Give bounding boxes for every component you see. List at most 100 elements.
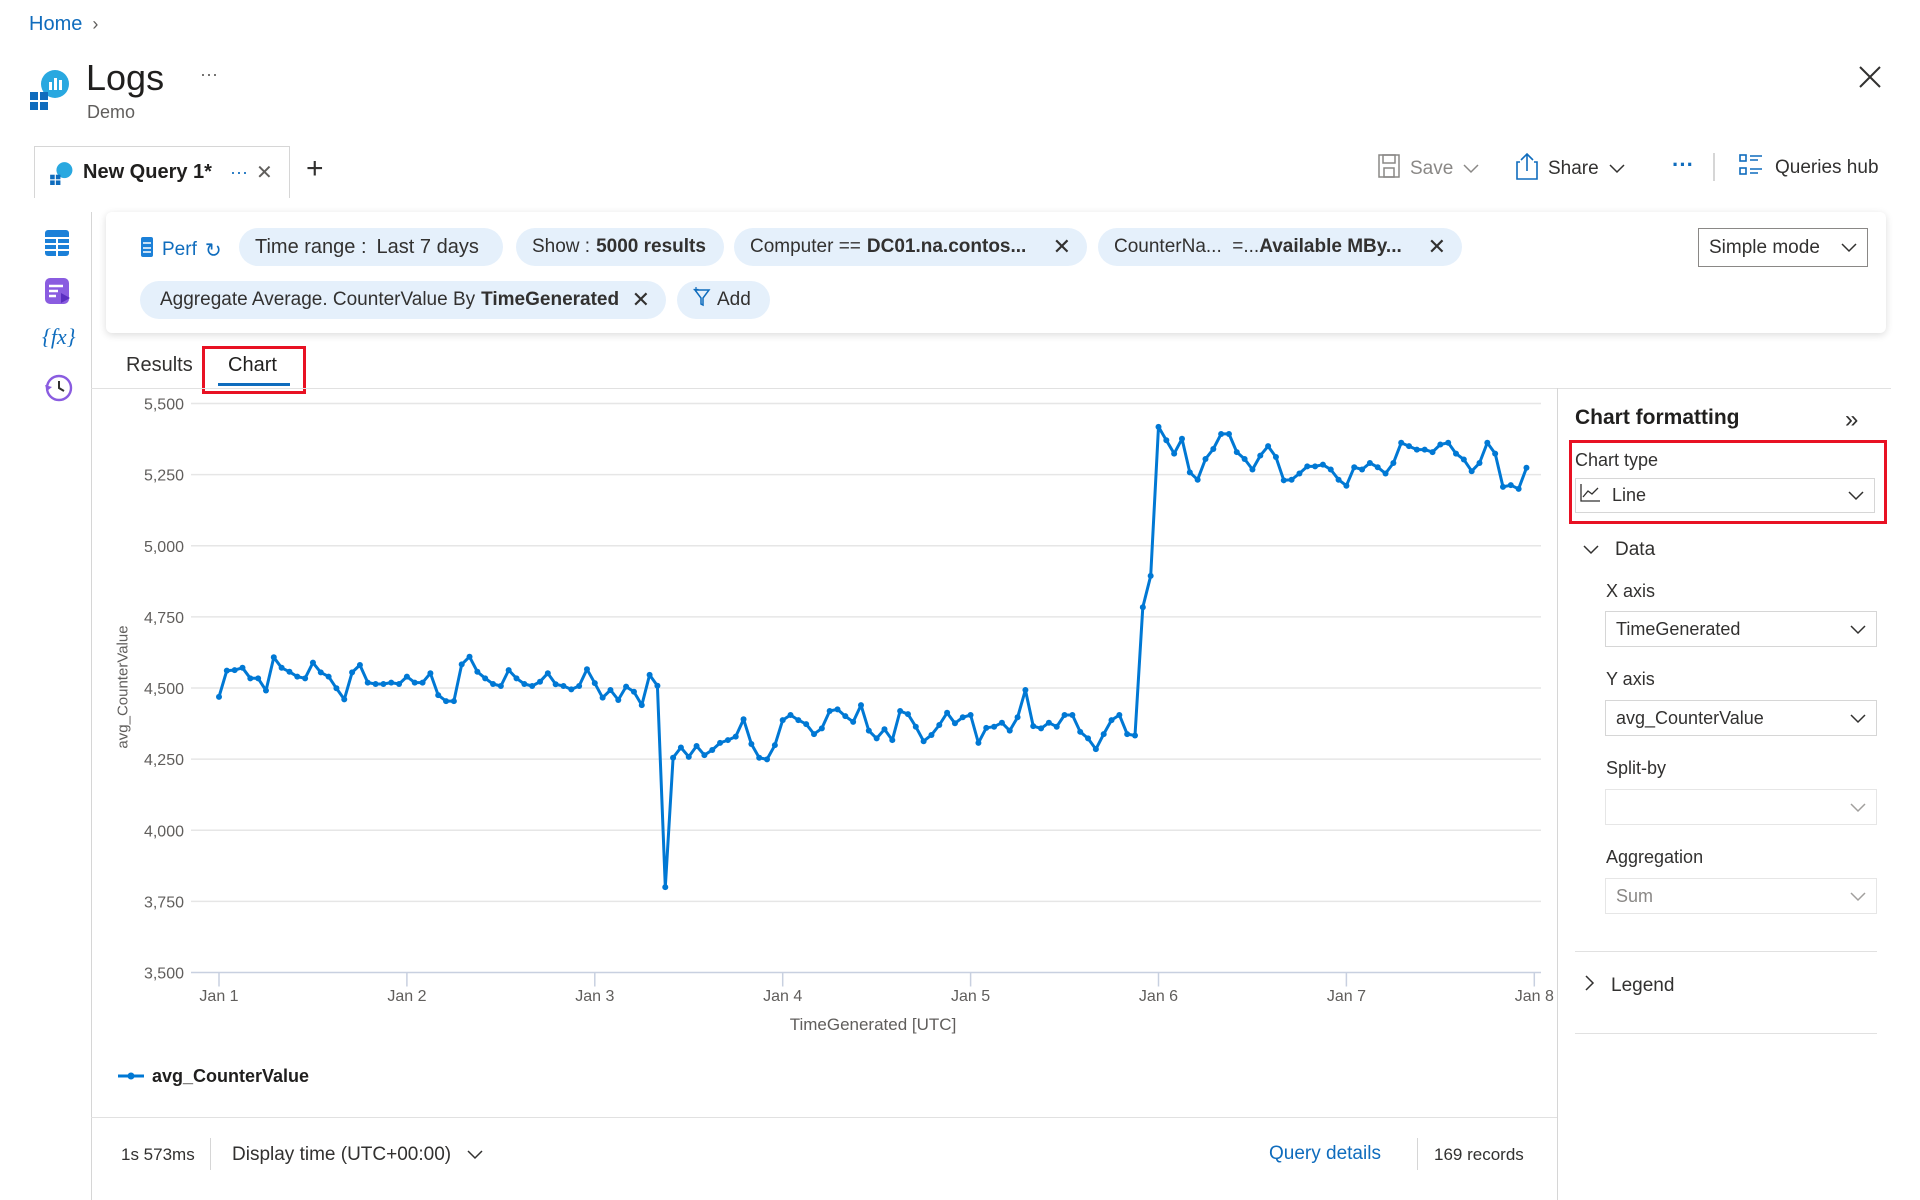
data-point (536, 678, 543, 685)
legend-section-toggle[interactable]: Legend (1585, 975, 1674, 997)
data-point (1335, 476, 1342, 483)
counter-filter-value: Available MBy... (1259, 236, 1402, 257)
remove-counter-filter-icon[interactable]: ✕ (1427, 234, 1446, 259)
close-icon[interactable] (1857, 64, 1883, 90)
panel-divider (1575, 1033, 1877, 1034)
logs-logo-icon (28, 68, 70, 110)
query-tab-icon (49, 161, 73, 185)
aggregate-pill[interactable]: Aggregate Average. CounterValue By TimeG… (140, 281, 666, 319)
data-point (1038, 725, 1045, 732)
data-point (975, 739, 982, 746)
data-point (403, 673, 410, 680)
chart-legend[interactable]: avg_CounterValue (118, 1066, 309, 1087)
toolbar-more-button[interactable]: ··· (1672, 152, 1694, 177)
chart-type-label: Chart type (1575, 450, 1659, 470)
query-tab[interactable]: New Query 1* ··· ✕ (34, 146, 290, 198)
chevron-down-icon (1583, 539, 1599, 561)
time-range-pill[interactable]: Time range : Last 7 days (239, 228, 503, 266)
data-point (591, 680, 598, 687)
remove-aggregate-icon[interactable]: ✕ (631, 287, 650, 312)
data-point (928, 731, 935, 738)
table-selector[interactable]: Perf ↻ (140, 236, 222, 264)
data-point (795, 717, 802, 724)
y-tick-label: 4,500 (144, 681, 184, 698)
data-section-toggle[interactable]: Data (1583, 539, 1655, 561)
data-point (576, 683, 583, 690)
data-point (732, 733, 739, 740)
data-point (317, 669, 324, 676)
tables-icon[interactable] (44, 229, 70, 262)
data-point (717, 739, 724, 746)
refresh-icon[interactable]: ↻ (204, 239, 222, 262)
time-range-value: Last 7 days (376, 235, 479, 258)
page-subtitle: Demo (87, 102, 136, 122)
data-point (270, 654, 277, 661)
add-filter-button[interactable]: Add (677, 281, 770, 319)
data-point (1241, 455, 1248, 462)
header-more-button[interactable]: ··· (200, 64, 218, 84)
show-results-pill[interactable]: Show : 5000 results (516, 228, 724, 266)
tab-results[interactable]: Results (126, 354, 193, 376)
data-point (1053, 723, 1060, 730)
data-point (443, 698, 450, 705)
data-point (1421, 446, 1428, 453)
data-point (865, 727, 872, 734)
history-icon[interactable] (43, 373, 73, 408)
query-tab-more-button[interactable]: ··· (229, 162, 248, 182)
data-point (1288, 476, 1295, 483)
aggregation-dropdown[interactable]: Sum (1605, 878, 1877, 914)
data-point (693, 743, 700, 750)
share-button[interactable]: Share (1516, 152, 1625, 186)
chart-type-value: Line (1612, 485, 1647, 505)
data-point (599, 694, 606, 701)
breadcrumb-home-link[interactable]: Home (29, 13, 83, 35)
remove-computer-filter-icon[interactable]: ✕ (1052, 234, 1071, 259)
data-point (1445, 439, 1452, 446)
data-point (748, 741, 755, 748)
data-point (1147, 572, 1154, 579)
chevron-down-icon (1609, 158, 1625, 180)
split-by-dropdown[interactable] (1605, 789, 1877, 825)
computer-filter-pill[interactable]: Computer == DC01.na.contos... ✕ (734, 228, 1087, 266)
functions-icon[interactable]: {fx} (42, 324, 76, 349)
save-button[interactable]: Save (1378, 154, 1479, 184)
data-point (857, 702, 864, 709)
aggregation-label: Aggregation (1606, 847, 1704, 867)
collapse-panel-icon[interactable]: » (1845, 406, 1859, 433)
footer-separator (1417, 1138, 1418, 1170)
x-axis-dropdown[interactable]: TimeGenerated (1605, 611, 1877, 647)
new-tab-button[interactable]: + (306, 152, 324, 185)
tabs-divider (91, 388, 1891, 389)
queries-icon[interactable] (44, 277, 72, 310)
chart-type-highlight-box (1569, 440, 1887, 524)
chart-type-dropdown[interactable]: Line (1575, 478, 1875, 513)
queries-hub-button[interactable]: Queries hub (1739, 154, 1879, 182)
counter-name-filter-pill[interactable]: CounterNa... =... Available MBy... ✕ (1098, 228, 1462, 266)
x-tick-label: Jan 4 (763, 988, 802, 1005)
data-point (709, 747, 716, 754)
data-point (1210, 446, 1217, 453)
data-point (638, 702, 645, 709)
data-point (897, 708, 904, 715)
data-point (1327, 466, 1334, 473)
computer-filter-label: Computer == (750, 236, 861, 257)
data-point (1484, 439, 1491, 446)
mode-dropdown[interactable]: Simple mode (1698, 228, 1868, 267)
query-tab-close-icon[interactable]: ✕ (255, 162, 273, 184)
line-chart: 3,500 3,750 4,000 4,250 4,500 4,750 5,000 5,250… (144, 397, 1554, 1006)
display-time-dropdown[interactable]: Display time (UTC+00:00) (232, 1144, 483, 1166)
data-point (834, 706, 841, 713)
data-point (842, 713, 849, 720)
query-details-link[interactable]: Query details (1269, 1143, 1381, 1164)
data-point (1359, 466, 1366, 473)
data-point (850, 718, 857, 725)
chevron-down-icon (1850, 886, 1866, 907)
data-point (1171, 450, 1178, 457)
y-axis-dropdown[interactable]: avg_CounterValue (1605, 700, 1877, 736)
toolbar-divider (1713, 153, 1715, 181)
data-point (286, 668, 293, 675)
tab-chart[interactable]: Chart (228, 354, 277, 376)
data-point (1186, 469, 1193, 476)
show-value: 5000 results (596, 236, 706, 257)
data-point (458, 661, 465, 668)
